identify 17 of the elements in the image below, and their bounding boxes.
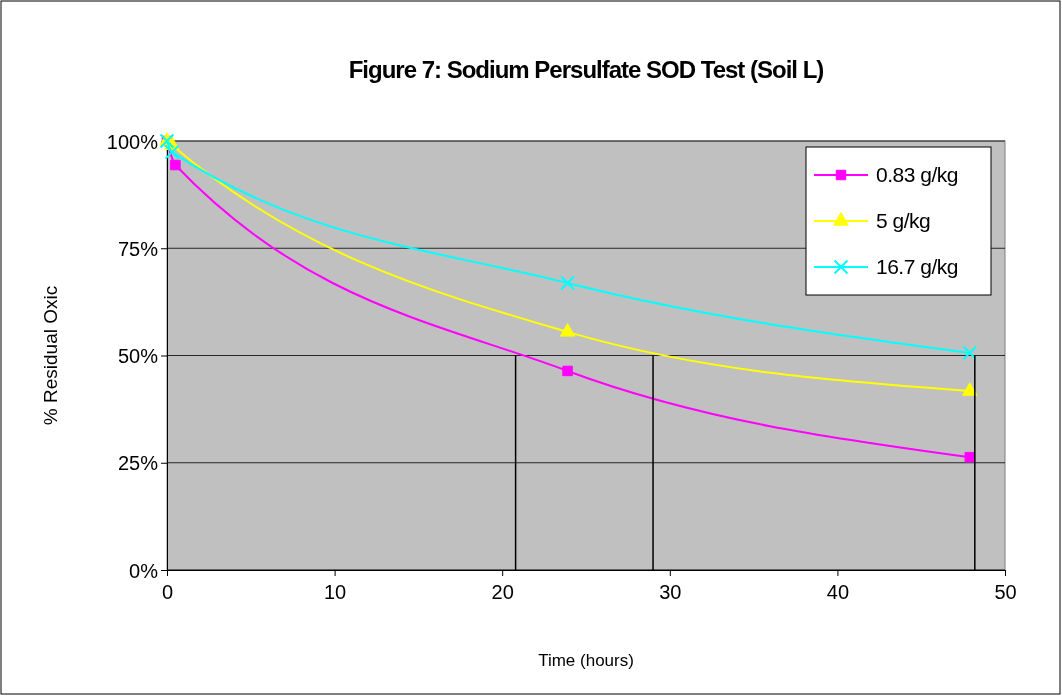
y-tick-label: 0% — [129, 559, 159, 582]
x-tick-label: 10 — [323, 581, 347, 603]
x-tick-label: 40 — [826, 581, 850, 603]
y-tick-label: 25% — [117, 452, 159, 475]
x-axis-title: Time (hours) — [538, 651, 634, 670]
y-tick-label: 100% — [106, 130, 159, 153]
x-tick-label: 20 — [491, 581, 514, 603]
y-tick-label: 75% — [117, 237, 159, 260]
x-tick-label: 30 — [659, 581, 682, 603]
y-axis-title: % Residual Oxic — [40, 285, 61, 426]
legend-label: 16.7 g/kg — [876, 255, 958, 279]
y-tick-label: 50% — [117, 345, 159, 367]
legend-label: 0.83 g/kg — [876, 163, 958, 187]
chart-title: Figure 7: Sodium Persulfate SOD Test (Soil L) — [348, 56, 824, 83]
legend-label: 5 g/kg — [876, 209, 931, 233]
x-tick-label: 50 — [994, 581, 1017, 603]
x-tick-label: 0 — [161, 581, 174, 603]
